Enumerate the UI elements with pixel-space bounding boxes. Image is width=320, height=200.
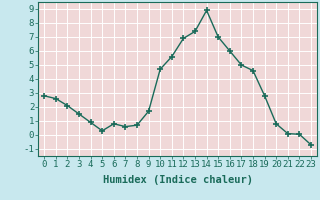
X-axis label: Humidex (Indice chaleur): Humidex (Indice chaleur): [103, 175, 252, 185]
